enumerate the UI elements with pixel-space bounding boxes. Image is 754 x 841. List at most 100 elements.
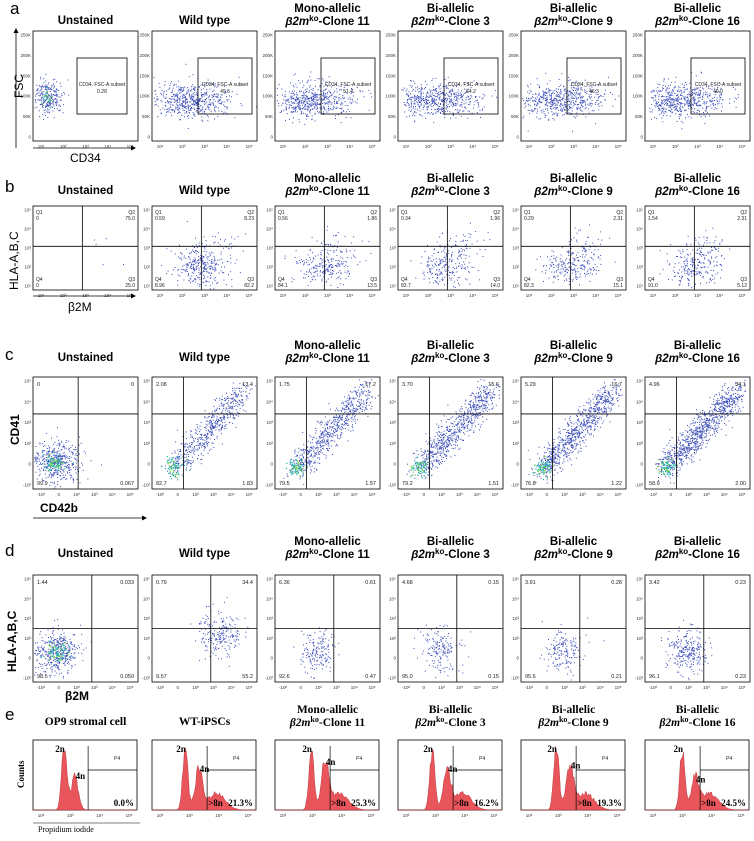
plot-c-4: 10⁵ 10⁴ 10³ 10² 0 -10² -10² 0 10² 10³ 10⁴ 10⁵ 5.29 16…	[511, 376, 627, 497]
title-d-5-line1: Bi-allelic	[674, 536, 722, 548]
x-tick-label: 10⁴	[109, 685, 116, 690]
x-tick-label: 10⁴	[461, 813, 468, 818]
title-c-5-line2: β2mko-Clone 16	[654, 351, 740, 365]
quad-ur: 0.15	[488, 580, 499, 586]
x-tick-label: 10⁵	[739, 144, 746, 149]
quad-ul: 4.68	[402, 580, 413, 586]
gate-p4-name: P4	[726, 756, 732, 762]
q3-value: 13.5	[367, 283, 377, 289]
y-tick-label: 50K	[265, 114, 273, 119]
y-tick-label: 10²	[143, 265, 150, 270]
y-tick-label: 10⁴	[636, 399, 643, 404]
plot-d-1: 10⁵ 10⁴ 10³ 10² 0 -10² -10² 0 10² 10³ 10⁴ 10⁵ 0.79 34…	[142, 574, 258, 690]
y-tick-label: 0	[640, 462, 643, 467]
q1-name: Q1	[278, 210, 285, 216]
gate-value: 0.28	[97, 89, 107, 95]
title-b-1-text: Wild type	[179, 185, 230, 197]
x-tick-label: 10⁵	[492, 293, 499, 298]
y-tick-label: 10⁴	[143, 596, 150, 601]
quad-ul: 3.91	[525, 580, 536, 586]
q2-value: 8.23	[244, 216, 254, 222]
x-tick-label: 10³	[579, 492, 586, 497]
title-b-3-line1: Bi-allelic	[427, 173, 475, 185]
x-tick-label: 10²	[548, 144, 555, 149]
x-tick-label: 10⁵	[739, 492, 746, 497]
plot-e-5: 10² 10³ 10⁴ 10⁵ P4 2n 4n >8n 24.5%	[644, 739, 750, 818]
x-tick-label: 10⁴	[716, 293, 723, 298]
y-tick-label: 10⁴	[389, 399, 396, 404]
y-tick-label: 10¹	[512, 284, 519, 289]
x-tick-label: 10⁴	[592, 144, 599, 149]
x-tick-label: 10³	[694, 144, 701, 149]
y-tick-label: 200K	[508, 53, 519, 58]
plot-d-4: 10⁵ 10⁴ 10³ 10² 0 -10² -10² 0 10² 10³ 10⁴ 10⁵ 3.91 0.…	[511, 574, 627, 690]
x-tick-label: 10⁴	[104, 144, 111, 149]
y-tick-label: 200K	[139, 53, 150, 58]
y-arrowhead-a	[13, 28, 19, 33]
panel-label-b: b	[5, 177, 14, 196]
q2-name: Q2	[128, 210, 135, 216]
polyploid-percent: 19.3%	[597, 798, 622, 808]
y-tick-label: 10⁵	[24, 208, 31, 213]
x-tick-label: 10⁵	[491, 813, 498, 818]
gate-value: 51.4	[343, 89, 353, 95]
x-tick-label: 10⁵	[369, 685, 376, 690]
q2-value: 1.96	[490, 216, 500, 222]
x-tick-label: 10³	[579, 685, 586, 690]
q2-value: 2.31	[613, 216, 623, 222]
plot-b-4: 10⁵ 10⁴ 10³ 10² 10¹ 10¹ 10² 10³ 10⁴ 10⁵ Q10.29 Q22.…	[512, 205, 627, 298]
y-tick-label: 200K	[632, 53, 643, 58]
y-tick-label: 10²	[266, 636, 273, 641]
y-tick-label: 10⁴	[24, 399, 31, 404]
q1-value: 0.34	[401, 216, 411, 222]
gate-value: 49.0	[713, 89, 723, 95]
x-tick-label: 10³	[82, 144, 89, 149]
peak-8n: >8n	[577, 798, 592, 808]
y-tick-label: 100K	[20, 94, 31, 99]
quad-lr: 2.00	[735, 481, 746, 487]
x-axis-label-d: β2M	[65, 689, 89, 703]
x-tick-label: -10²	[37, 685, 46, 690]
gate-box	[76, 57, 128, 115]
x-tick-label: 10²	[438, 685, 445, 690]
plot-a-0: 250K 200K 150K 100K 50K 0 10¹ 10² 10³ 10⁴ 10⁵ CD34,…	[20, 30, 139, 149]
gate-p4-name: P4	[233, 756, 239, 762]
x-tick-label: 10¹	[280, 293, 287, 298]
y-tick-label: -10²	[23, 483, 32, 488]
y-tick-label: 10⁴	[143, 399, 150, 404]
q2-name: Q2	[616, 210, 623, 216]
histogram	[275, 750, 379, 811]
title-d-3-line1: Bi-allelic	[427, 536, 475, 548]
y-tick-label: 10¹	[266, 284, 273, 289]
q4-name: Q4	[648, 277, 655, 283]
quad-ur: 0.61	[365, 580, 376, 586]
x-arrowhead-a	[131, 145, 136, 151]
title-d-2-line2: β2mko-Clone 11	[284, 547, 370, 561]
peak-4n: 4n	[571, 761, 581, 771]
q1-name: Q1	[648, 210, 655, 216]
x-tick-label: 10⁴	[228, 685, 235, 690]
polyploid-percent: 16.2%	[474, 798, 499, 808]
q4-value: 0	[36, 283, 39, 289]
y-tick-label: 10²	[512, 441, 519, 446]
x-tick-label: 10³	[309, 813, 316, 818]
q2-value: 75.0	[125, 216, 135, 222]
quad-lr: 0.15	[488, 674, 499, 680]
y-tick-label: 0	[270, 656, 273, 661]
gate-value: 49.6	[220, 89, 230, 95]
gate-name: CD34, FSC-A subset	[448, 82, 495, 88]
quad-ul: 4.96	[649, 382, 660, 388]
q4-name: Q4	[155, 277, 162, 283]
gate-box	[443, 57, 499, 115]
q1-name: Q1	[36, 210, 43, 216]
x-axis-label-e: Propidium iodide	[38, 825, 94, 834]
y-tick-label: -10²	[142, 483, 151, 488]
histogram	[152, 747, 256, 811]
q4-value: 8.96	[155, 283, 165, 289]
